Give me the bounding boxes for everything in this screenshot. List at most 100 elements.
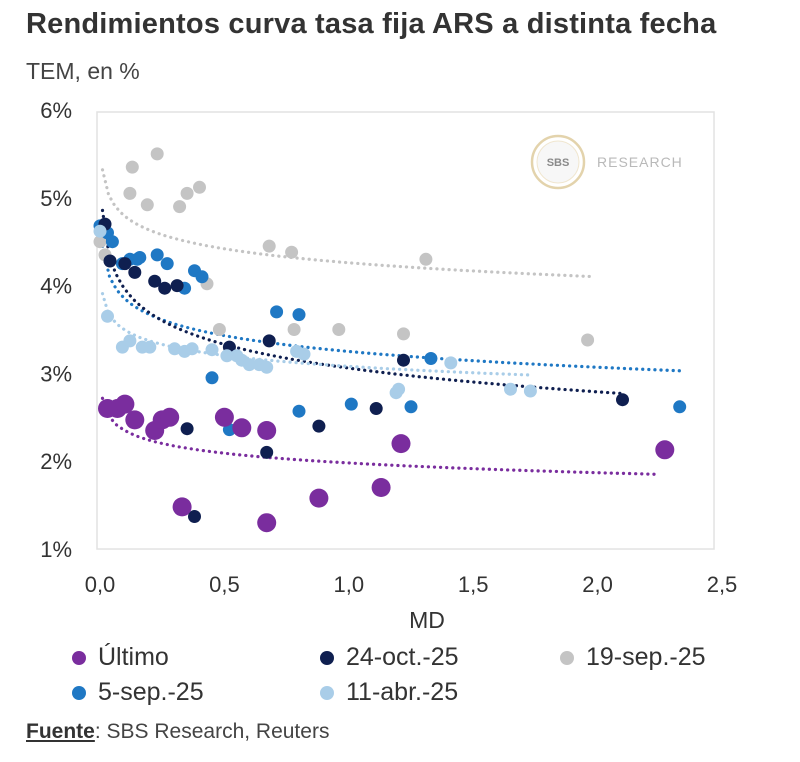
y-tick-label: 6%: [40, 98, 72, 123]
data-point: [260, 360, 274, 374]
legend-label: 11-abr.-25: [346, 678, 459, 706]
watermark-logo-inner: [536, 140, 580, 184]
x-tick-label: 2,5: [707, 572, 738, 597]
data-point: [105, 235, 119, 249]
data-point: [392, 382, 406, 396]
data-point: [188, 510, 201, 523]
data-point: [118, 257, 132, 271]
source-note: Fuente: SBS Research, Reuters: [26, 720, 329, 744]
y-tick-label: 1%: [40, 537, 72, 562]
legend-label: Último: [98, 643, 169, 671]
data-point: [397, 353, 410, 367]
legend-marker: [72, 650, 86, 665]
data-point: [257, 421, 277, 440]
data-point: [260, 445, 274, 459]
data-point: [133, 251, 147, 264]
data-point: [673, 400, 687, 414]
data-point: [123, 334, 137, 348]
data-point: [371, 478, 391, 497]
data-point: [93, 224, 107, 238]
data-point: [262, 334, 276, 348]
legend-marker: [320, 685, 334, 700]
data-point: [404, 400, 418, 414]
data-point: [581, 333, 595, 347]
data-point: [312, 419, 326, 433]
data-point: [123, 186, 137, 200]
data-point: [292, 404, 306, 418]
data-point: [160, 407, 180, 427]
data-point: [160, 257, 174, 271]
data-point: [115, 394, 135, 414]
data-point: [369, 402, 383, 415]
legend-marker: [320, 650, 334, 665]
data-point: [419, 252, 433, 266]
data-point: [332, 323, 346, 336]
trend-line: [100, 396, 662, 476]
data-point: [214, 407, 234, 427]
legend-marker: [560, 650, 574, 665]
legend-item-5-sep: 5-sep.-25: [72, 678, 204, 707]
data-point: [101, 309, 114, 323]
data-point: [257, 513, 277, 533]
data-point: [125, 410, 145, 430]
data-point: [262, 239, 276, 253]
data-point: [292, 308, 306, 322]
data-point: [523, 384, 537, 398]
legend-item-24-oct: 24-oct.-25: [320, 643, 459, 672]
watermark-logo-text: SBS: [547, 157, 570, 169]
data-point: [270, 305, 284, 319]
x-tick-label: 0,0: [85, 572, 116, 597]
data-point: [170, 279, 184, 293]
data-point: [655, 440, 675, 460]
data-point: [148, 274, 162, 288]
x-axis-label: MD: [409, 607, 445, 633]
data-point: [185, 342, 199, 356]
data-point: [397, 327, 410, 341]
data-point: [125, 160, 139, 174]
data-point: [220, 349, 234, 363]
data-point: [193, 180, 206, 194]
legend-marker: [72, 685, 86, 700]
legend-label: 19-sep.-25: [586, 643, 706, 671]
data-point: [242, 358, 256, 372]
legend: Último 24-oct.-25 19-sep.-25 5-sep.-25 1…: [72, 643, 772, 715]
legend-item-11-abr: 11-abr.-25: [320, 678, 458, 707]
data-point: [444, 356, 458, 370]
data-point: [143, 340, 157, 354]
trend-line: [100, 208, 625, 396]
data-point: [93, 235, 107, 249]
data-point: [205, 343, 219, 357]
data-point: [128, 265, 142, 279]
data-point: [180, 422, 194, 436]
x-tick-label: 2,0: [582, 572, 613, 597]
data-point: [424, 352, 438, 365]
trend-line: [100, 244, 682, 373]
data-point: [297, 347, 311, 361]
data-point: [168, 342, 182, 356]
y-tick-label: 5%: [40, 186, 72, 211]
data-point: [140, 198, 154, 212]
data-point: [309, 488, 329, 508]
data-point: [150, 147, 164, 161]
source-label: Fuente: [26, 720, 95, 743]
y-tick-label: 3%: [40, 361, 72, 386]
data-point: [158, 281, 172, 295]
data-point: [195, 270, 209, 284]
data-point: [172, 497, 192, 517]
data-point: [285, 245, 299, 259]
chart-title: Rendimientos curva tasa fija ARS a disti…: [26, 8, 717, 40]
data-point: [212, 323, 226, 336]
data-point: [103, 254, 117, 268]
x-tick-label: 1,0: [334, 572, 365, 597]
y-axis: 1% 2% 3% 4% 5% 6%: [40, 98, 72, 562]
data-point: [180, 186, 194, 200]
x-tick-label: 0,5: [209, 572, 240, 597]
watermark-brand-text: RESEARCH: [597, 154, 683, 170]
legend-item-ultimo: Último: [72, 643, 169, 672]
chart-subtitle: TEM, en %: [26, 58, 140, 84]
legend-label: 24-oct.-25: [346, 643, 459, 671]
legend-label: 5-sep.-25: [98, 678, 204, 706]
trend-line: [100, 168, 592, 279]
data-points: [93, 147, 687, 533]
plot-area-border: [96, 111, 715, 550]
